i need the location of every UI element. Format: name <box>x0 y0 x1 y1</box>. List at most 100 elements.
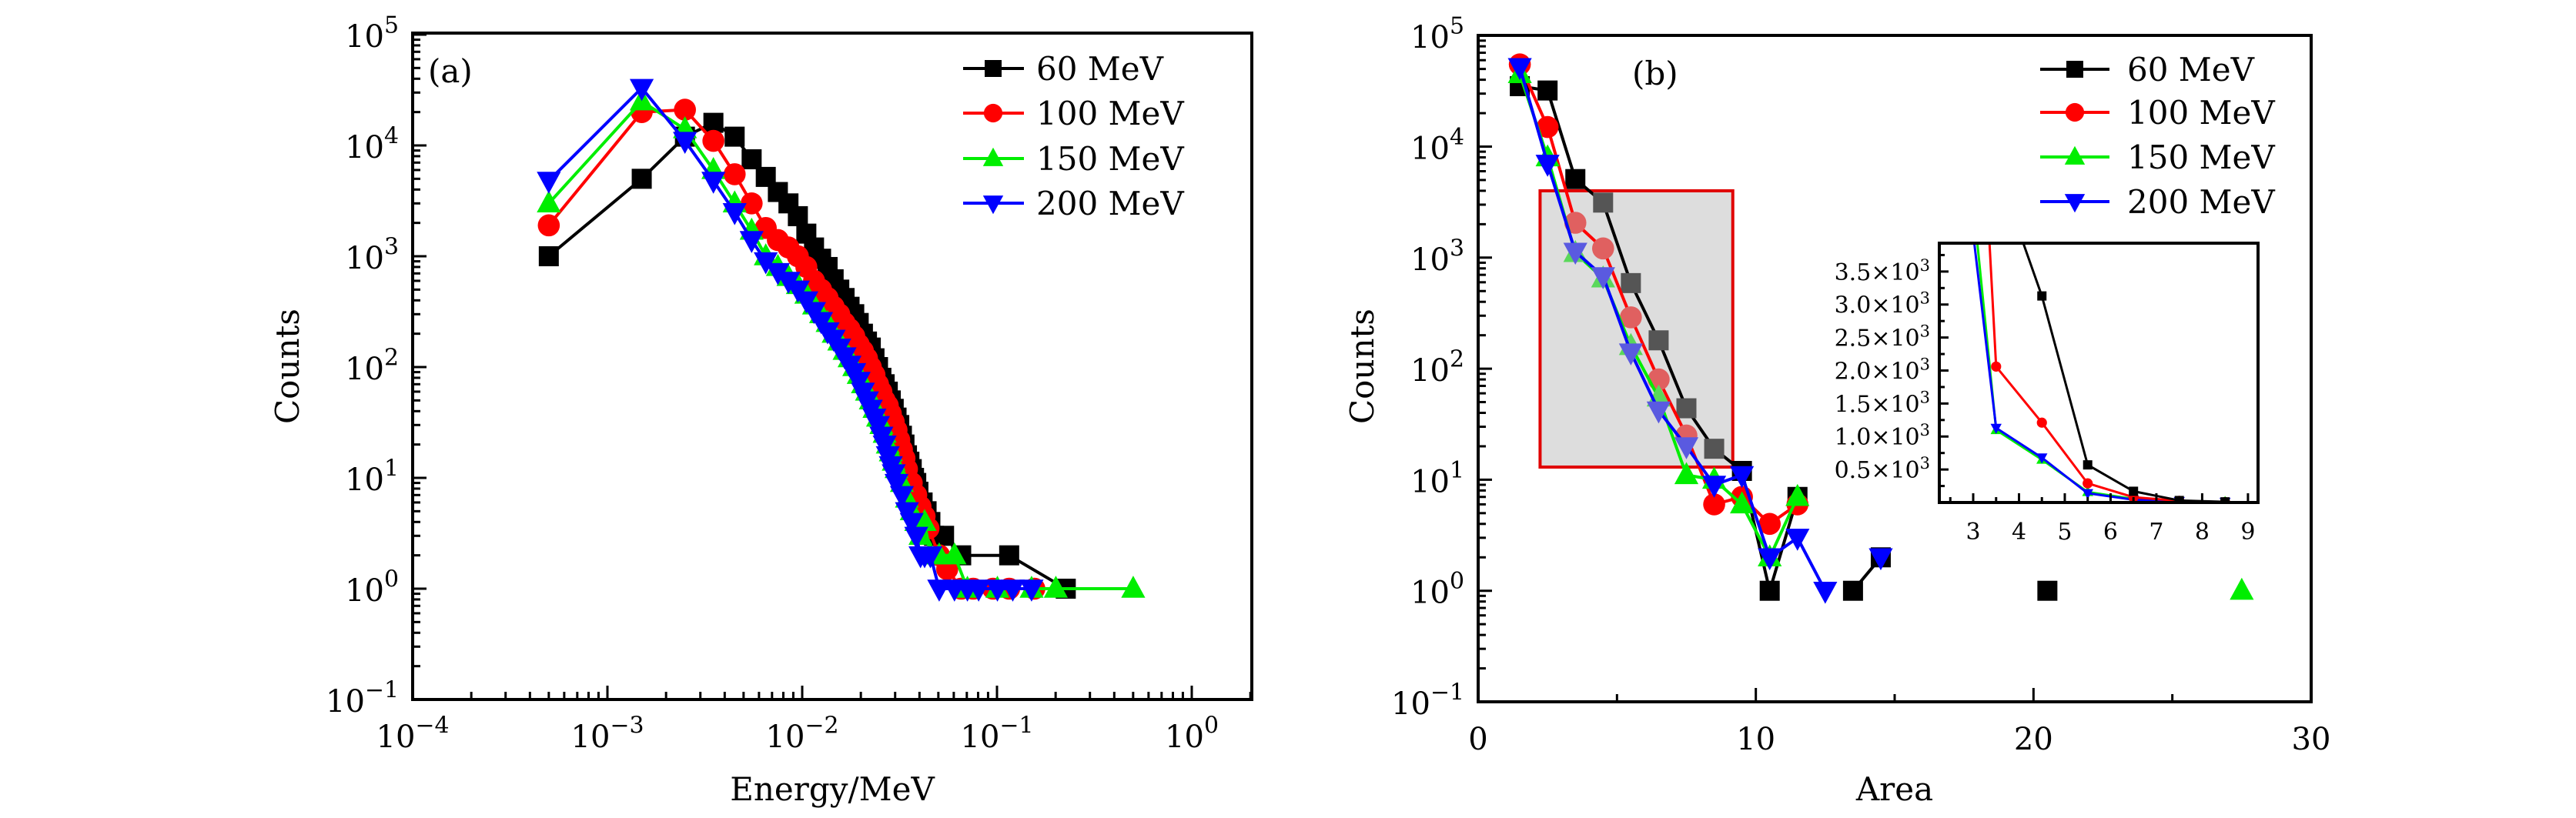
legend-marker-square <box>985 60 1002 77</box>
legend-item: 150 MeV <box>963 140 1184 178</box>
inset-frame <box>1938 242 2260 504</box>
data-point <box>1019 579 1044 602</box>
data-point <box>537 172 561 194</box>
data-point <box>1537 80 1558 101</box>
panel-b-x-axis-label: Area <box>1855 770 1933 808</box>
y-tick-label: 10−1 <box>326 677 399 720</box>
x-tick-label: 10 <box>1736 722 1775 757</box>
x-tick-label-base: 10 <box>571 720 611 755</box>
panel-b-label: (b) <box>1632 55 1678 92</box>
data-point <box>1730 491 1755 514</box>
data-point <box>1785 529 1810 551</box>
data-point <box>538 246 559 266</box>
y-tick-label-base: 10 <box>345 462 384 498</box>
y-tick-label: 104 <box>1410 124 1464 166</box>
data-point <box>942 542 967 565</box>
inset-data-point <box>2036 453 2048 464</box>
data-point <box>1646 401 1671 424</box>
inset-x-tick-label: 4 <box>2012 519 2026 546</box>
data-point <box>966 579 991 602</box>
data-point <box>899 513 924 536</box>
x-tick-label: 100 <box>1165 713 1219 755</box>
y-tick-label-exponent: 0 <box>1450 568 1464 595</box>
inset-y-tick-label: 1.0×103 <box>1835 421 1930 451</box>
inset-y-tick-label: 2.0×103 <box>1835 355 1930 385</box>
inset-data-point <box>2037 291 2047 301</box>
inset-x-tick-label: 6 <box>2103 519 2118 546</box>
data-point <box>722 202 747 225</box>
y-tick-label-base: 10 <box>345 352 384 387</box>
legend-label: 60 MeV <box>1036 50 1164 88</box>
y-tick-label-exponent: 2 <box>1450 346 1464 373</box>
y-tick-label: 103 <box>1410 235 1464 277</box>
data-point <box>754 252 778 275</box>
data-point <box>703 112 724 133</box>
data-point <box>1648 330 1669 351</box>
y-tick-label-exponent: 5 <box>1450 13 1464 40</box>
data-point <box>739 231 764 253</box>
y-tick-label-base: 10 <box>1410 464 1450 499</box>
legend-marker-triangle-up <box>982 147 1004 166</box>
panel-a-ticks: 10−4 10−3 10−2 10−1 10010−110010110210310410… <box>326 12 1252 755</box>
inset-y-tick-mantissa: 1.0 <box>1835 424 1872 451</box>
inset-data-point <box>1990 423 2002 434</box>
data-point <box>1730 466 1755 489</box>
legend-label: 100 MeV <box>1036 95 1184 132</box>
panel-a-x-axis-label: Energy/MeV <box>730 770 935 808</box>
data-point <box>904 526 928 549</box>
data-point <box>1536 115 1559 139</box>
data-point <box>1593 192 1614 213</box>
inset-y-tick-times: ×10 <box>1871 259 1919 286</box>
inset-y-tick-mantissa: 0.5 <box>1835 457 1872 484</box>
x-tick-label: 10−3 <box>571 713 644 755</box>
x-tick-label: 20 <box>2014 722 2053 757</box>
y-tick-label-base: 10 <box>1410 132 1450 167</box>
data-point <box>674 98 696 121</box>
y-tick-label: 105 <box>345 12 399 55</box>
inset-y-tick-label: 3.5×103 <box>1835 256 1930 286</box>
x-tick-label: 10−4 <box>376 713 450 755</box>
panel-b-data-marks <box>1507 53 2254 604</box>
y-tick-label-exponent: 4 <box>1450 124 1464 151</box>
y-tick-label-base: 10 <box>345 573 384 609</box>
inset-y-tick-label: 0.5×103 <box>1835 454 1930 484</box>
legend-item: 60 MeV <box>2040 51 2255 88</box>
data-point <box>1592 237 1614 260</box>
y-tick-label-base: 10 <box>345 19 384 55</box>
data-point <box>2230 577 2254 600</box>
y-tick-label: 102 <box>1410 346 1464 389</box>
inset-y-tick-mantissa: 1.5 <box>1835 391 1872 418</box>
inset-data-point <box>1991 361 2002 372</box>
y-tick-label-exponent: 0 <box>384 566 399 593</box>
x-tick-label-exponent: −4 <box>415 713 449 740</box>
inset-x-tick-label: 8 <box>2195 519 2210 546</box>
y-tick-label-exponent: −1 <box>1430 679 1464 706</box>
inset-y-tick-times: ×10 <box>1871 457 1919 484</box>
legend-item: 60 MeV <box>963 50 1164 88</box>
data-point <box>1842 580 1863 601</box>
data-point <box>724 126 745 147</box>
y-tick-label-exponent: 2 <box>384 345 399 372</box>
y-tick-label-base: 10 <box>345 241 384 276</box>
data-point <box>741 149 762 169</box>
y-tick-label-exponent: 5 <box>384 12 399 39</box>
data-point <box>1759 580 1780 601</box>
data-point <box>912 509 937 532</box>
inset-y-tick-exponent: 3 <box>1920 355 1930 373</box>
legend-item: 100 MeV <box>963 95 1184 132</box>
panel-a-legend: 60 MeV 100 MeV 150 MeV 200 MeV <box>963 50 1184 222</box>
x-tick-label-exponent: −1 <box>999 713 1033 740</box>
data-point <box>723 163 746 185</box>
legend-label: 200 MeV <box>1036 185 1184 222</box>
legend-label: 200 MeV <box>2127 183 2275 221</box>
x-tick-label-base: 10 <box>1165 720 1204 755</box>
y-tick-label-exponent: 3 <box>1450 235 1464 262</box>
inset-data-point <box>2129 486 2139 496</box>
inset-y-tick-mantissa: 2.5 <box>1835 326 1872 352</box>
data-point <box>1704 439 1725 459</box>
series-200-mev <box>1507 58 1893 604</box>
inset-y-tick-exponent: 3 <box>1920 454 1930 472</box>
series-200-mev <box>537 78 1044 602</box>
